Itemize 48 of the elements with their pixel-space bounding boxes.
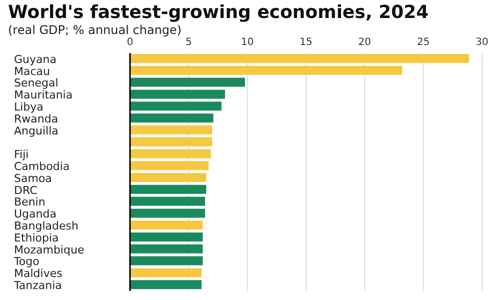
x-tick-label: 15 xyxy=(300,37,312,48)
bar xyxy=(130,78,245,87)
y-tick-label: Cambodia xyxy=(14,160,70,173)
y-tick-label: Libya xyxy=(14,100,44,114)
y-tick-label: Mozambique xyxy=(14,243,84,256)
chart-subtitle: (real GDP; % annual change) xyxy=(7,23,183,37)
bar xyxy=(130,161,209,170)
x-tick-label: 25 xyxy=(416,37,430,48)
y-tick-label: Guyana xyxy=(14,52,56,66)
y-tick-label: Samoa xyxy=(14,172,52,185)
y-tick-label: Benin xyxy=(14,196,46,209)
bar xyxy=(130,232,203,242)
y-tick-label: Togo xyxy=(13,255,40,268)
bar xyxy=(130,90,226,99)
bar xyxy=(130,184,206,194)
y-tick-label: Macau xyxy=(14,64,50,78)
y-tick-label: Rwanda xyxy=(14,112,58,126)
x-tick-label: 20 xyxy=(358,37,372,48)
bar xyxy=(130,244,203,254)
bar xyxy=(130,149,211,158)
bar xyxy=(130,173,206,182)
bar xyxy=(130,196,206,206)
bar xyxy=(130,208,206,218)
bar xyxy=(130,137,212,146)
y-tick-label: Ethiopia xyxy=(14,231,59,244)
bar xyxy=(130,280,202,290)
bar xyxy=(130,54,470,63)
bar xyxy=(130,114,214,122)
chart-title: World's fastest-growing economies, 2024 xyxy=(7,1,430,23)
y-tick-label: Anguilla xyxy=(14,124,58,138)
bar xyxy=(130,220,203,230)
y-tick-label: Bangladesh xyxy=(14,219,79,232)
bar xyxy=(130,66,402,75)
bar xyxy=(130,256,203,266)
bar xyxy=(130,102,222,111)
y-tick-label: Senegal xyxy=(14,76,58,90)
x-tick-label: 0 xyxy=(126,37,134,48)
bar xyxy=(130,268,202,278)
y-tick-label: DRC xyxy=(14,184,38,197)
bar xyxy=(130,125,212,134)
y-tick-label: Maldives xyxy=(14,267,63,280)
x-tick-label: 30 xyxy=(476,37,488,48)
y-tick-label: Fiji xyxy=(14,148,29,162)
y-tick-label: Uganda xyxy=(14,208,56,221)
x-tick-label: 10 xyxy=(240,37,254,48)
y-tick-label: Tanzania xyxy=(13,278,62,292)
y-tick-label: Mauritania xyxy=(14,88,73,102)
x-tick-label: 5 xyxy=(185,37,192,48)
